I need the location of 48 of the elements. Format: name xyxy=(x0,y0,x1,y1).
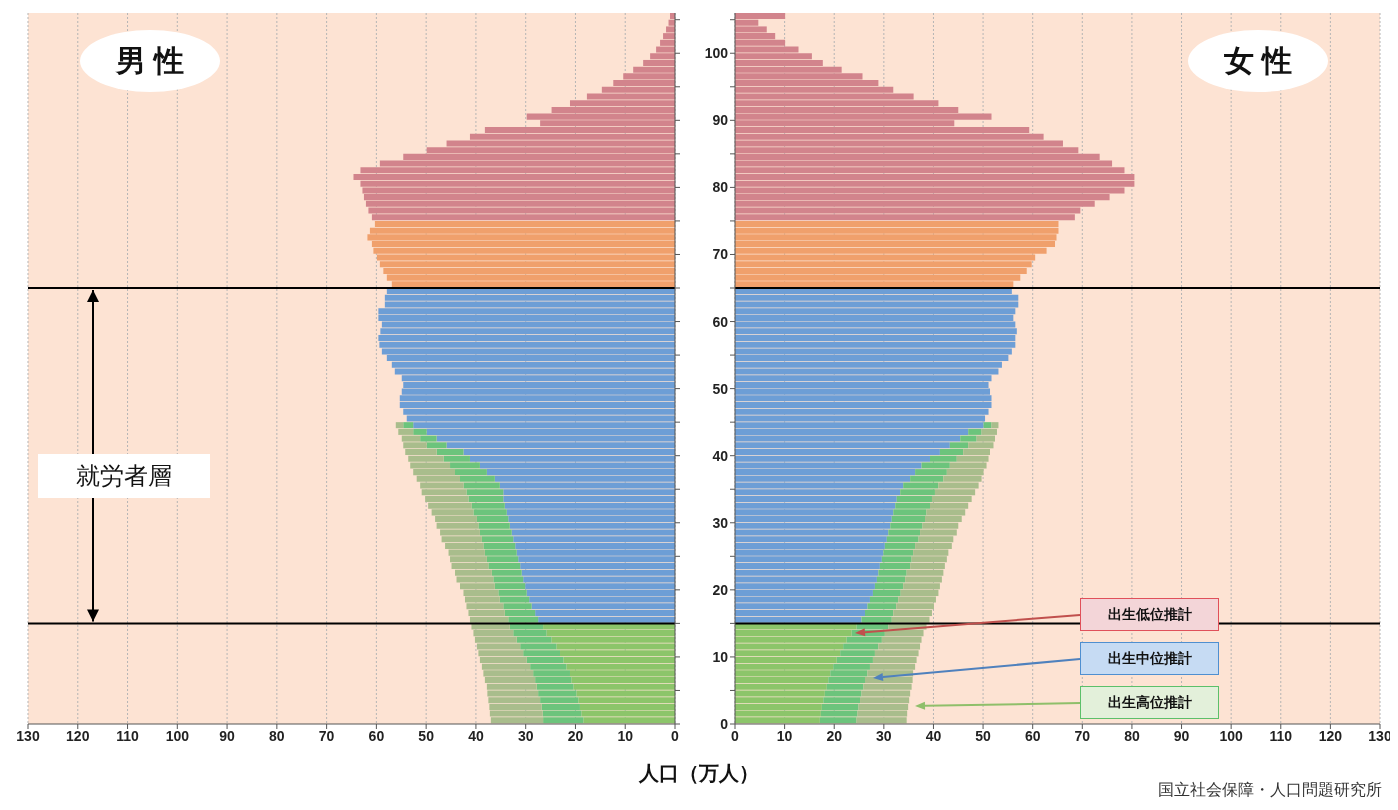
x-tick-label: 20 xyxy=(826,727,843,744)
x-tick-label: 100 xyxy=(165,727,190,744)
x-tick-label: 0 xyxy=(731,727,740,744)
x-tick-label: 110 xyxy=(116,727,140,744)
x-tick-label: 80 xyxy=(269,727,285,744)
bar xyxy=(403,422,414,429)
text: 女 性 xyxy=(1188,30,1328,92)
x-tick-label: 10 xyxy=(617,727,634,744)
x-tick-label: 130 xyxy=(16,727,40,744)
x-tick-label: 90 xyxy=(1173,727,1190,744)
x-tick-label: 80 xyxy=(1124,727,1140,744)
x-tick-label: 30 xyxy=(876,727,892,744)
x-tick-label: 70 xyxy=(1074,727,1091,744)
x-tick-label: 40 xyxy=(468,727,484,744)
annotation: 出生中位推計 xyxy=(1108,650,1192,668)
y-tick-label: 100 xyxy=(704,45,729,62)
x-tick-label: 120 xyxy=(66,727,90,744)
x-tick-label: 60 xyxy=(368,727,385,744)
x-tick-label: 90 xyxy=(219,727,236,744)
x-tick-label: 50 xyxy=(418,727,435,744)
x-tick-label: 40 xyxy=(925,727,942,744)
x-tick-label: 50 xyxy=(975,727,992,744)
x-tick-label: 60 xyxy=(1024,727,1041,744)
y-tick-label: 60 xyxy=(712,313,729,330)
x-axis-title: 人口（万人） xyxy=(639,762,759,784)
x-tick-label: 0 xyxy=(671,727,680,744)
y-tick-label: 80 xyxy=(712,179,729,196)
y-tick-label: 70 xyxy=(712,246,729,263)
y-tick-label: 0 xyxy=(720,715,729,732)
text: 男 性 xyxy=(80,30,220,92)
y-tick-label: 10 xyxy=(712,648,729,665)
x-tick-label: 100 xyxy=(1219,727,1244,744)
x-tick-label: 20 xyxy=(567,727,584,744)
text: 国立社会保障・人口問題研究所 xyxy=(1158,780,1382,800)
x-tick-label: 10 xyxy=(776,727,793,744)
y-tick-label: 50 xyxy=(712,380,729,397)
annotation: 出生高位推計 xyxy=(1108,694,1192,712)
y-tick-label: 90 xyxy=(712,112,729,129)
x-tick-label: 30 xyxy=(517,727,534,744)
x-tick-label: 70 xyxy=(318,727,335,744)
x-tick-label: 120 xyxy=(1318,727,1343,744)
annotation: 出生低位推計 xyxy=(1108,606,1192,624)
y-tick-label: 40 xyxy=(712,447,729,464)
annotation: 就労者層 xyxy=(38,453,210,498)
x-tick-label: 110 xyxy=(1269,727,1293,744)
y-tick-label: 30 xyxy=(712,514,729,531)
bar xyxy=(983,422,992,429)
y-tick-label: 20 xyxy=(712,581,729,598)
